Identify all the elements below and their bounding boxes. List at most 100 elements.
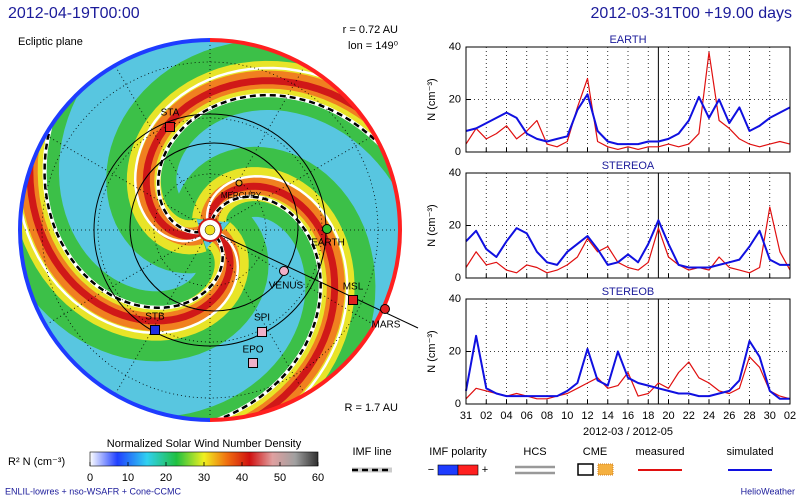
body-label: MERCURY <box>221 191 262 200</box>
x-tick-label: 14 <box>602 410 614 422</box>
colorbar-tick-label: 30 <box>198 472 210 484</box>
legend-swatch <box>577 463 594 476</box>
y-tick-label: 40 <box>449 167 461 179</box>
x-tick-label: 04 <box>500 410 512 422</box>
plot-frame <box>465 298 791 405</box>
footer-credit: ENLIL-lowres + nso-WSAFR + Cone-CCMC <box>5 486 182 496</box>
x-tick-label: 24 <box>703 410 715 422</box>
body-marker <box>150 325 160 335</box>
density-map <box>20 40 400 420</box>
y-axis-label: N (cm⁻³) <box>426 204 438 246</box>
colorbar-tick-label: 0 <box>87 472 93 484</box>
chart-title: STEREOB <box>602 286 655 298</box>
body-marker <box>165 122 175 132</box>
x-tick-label: 22 <box>683 410 695 422</box>
colorbar-tick-label: 10 <box>122 472 134 484</box>
series-line <box>465 219 790 269</box>
panel-title: 2012-04-19T00:00 <box>8 5 140 22</box>
x-tick-label: 20 <box>662 410 674 422</box>
series-line <box>465 356 791 400</box>
x-tick-label: 16 <box>622 410 634 422</box>
y-tick-label: 20 <box>449 345 461 357</box>
plot-frame <box>465 172 791 279</box>
colorbar-tick-label: 60 <box>312 472 324 484</box>
body-label: EARTH <box>311 238 345 249</box>
x-tick-label: 08 <box>541 410 553 422</box>
x-tick-label: 28 <box>743 410 755 422</box>
orbit <box>129 142 299 312</box>
x-axis-label: 2012-03 / 2012-05 <box>583 426 673 438</box>
legend-label: IMF line <box>352 446 391 458</box>
body-label: STB <box>145 312 165 323</box>
x-tick-label: 02 <box>480 410 492 422</box>
chart-title: STEREOA <box>602 160 655 172</box>
legend-label: measured <box>636 446 685 458</box>
colorbar-tick-label: 40 <box>236 472 248 484</box>
polarity-rim <box>209 38 402 422</box>
y-axis-label: N (cm⁻³) <box>426 330 438 372</box>
plot-frame <box>465 46 791 153</box>
y-tick-label: 40 <box>449 41 461 53</box>
imf-line <box>49 195 322 420</box>
x-tick-label: 10 <box>561 410 573 422</box>
radius-label: r = 0.72 AU <box>343 24 398 36</box>
body-marker <box>235 179 243 187</box>
body-marker <box>348 295 358 305</box>
colorbar-tick-label: 50 <box>274 472 286 484</box>
legend-label: + <box>482 464 488 476</box>
legend-label: HCS <box>523 446 546 458</box>
plane-label: Ecliptic plane <box>18 36 83 48</box>
y-tick-label: 0 <box>455 398 461 410</box>
legend-swatch <box>597 463 614 476</box>
body-marker <box>257 327 267 337</box>
legend-label: CME <box>583 446 607 458</box>
legend-label: IMF polarity <box>429 446 487 458</box>
body-label: MSL <box>343 282 364 293</box>
x-tick-label: 18 <box>642 410 654 422</box>
stream-band <box>98 182 339 420</box>
legend-label: simulated <box>726 446 773 458</box>
range-label: R = 1.7 AU <box>344 402 398 414</box>
y-axis-label: N (cm⁻³) <box>426 78 438 120</box>
y-tick-label: 0 <box>455 146 461 158</box>
polarity-rim <box>18 38 211 422</box>
lon-label: lon = 149⁰ <box>348 40 399 52</box>
legend-label: − <box>428 464 434 476</box>
y-tick-label: 0 <box>455 272 461 284</box>
body-marker <box>279 266 289 276</box>
colorbar-label: R² N (cm⁻³) <box>8 456 65 468</box>
body-marker <box>322 224 332 234</box>
body-marker <box>248 358 258 368</box>
x-tick-label: 31 <box>460 410 472 422</box>
imf-line <box>156 93 400 302</box>
body-label: MARS <box>372 320 401 331</box>
series-line <box>465 334 790 400</box>
x-tick-label: 30 <box>764 410 776 422</box>
body-label: SPI <box>254 313 270 324</box>
y-tick-label: 20 <box>449 93 461 105</box>
body-label: EPO <box>242 345 263 356</box>
series-line <box>465 93 791 146</box>
series-line <box>465 51 791 150</box>
chart-title: EARTH <box>609 34 646 46</box>
footer-brand: HelioWeather <box>741 486 795 496</box>
hcs-line <box>20 46 240 335</box>
x-tick-label: 26 <box>723 410 735 422</box>
y-tick-label: 20 <box>449 219 461 231</box>
legend-swatch <box>437 464 459 476</box>
body-marker <box>380 304 390 314</box>
sun <box>204 224 216 236</box>
x-tick-label: 12 <box>581 410 593 422</box>
series-line <box>465 206 791 274</box>
body-label: STA <box>161 108 180 119</box>
colorbar-tick-label: 20 <box>160 472 172 484</box>
colorbar-title: Normalized Solar Wind Number Density <box>107 438 302 450</box>
imf-line <box>43 40 224 310</box>
x-tick-label: 02 <box>784 410 796 422</box>
panel-title: 2012-03-31T00 +19.00 days <box>591 5 792 22</box>
x-tick-label: 06 <box>521 410 533 422</box>
legend-swatch <box>457 464 479 476</box>
y-tick-label: 40 <box>449 293 461 305</box>
